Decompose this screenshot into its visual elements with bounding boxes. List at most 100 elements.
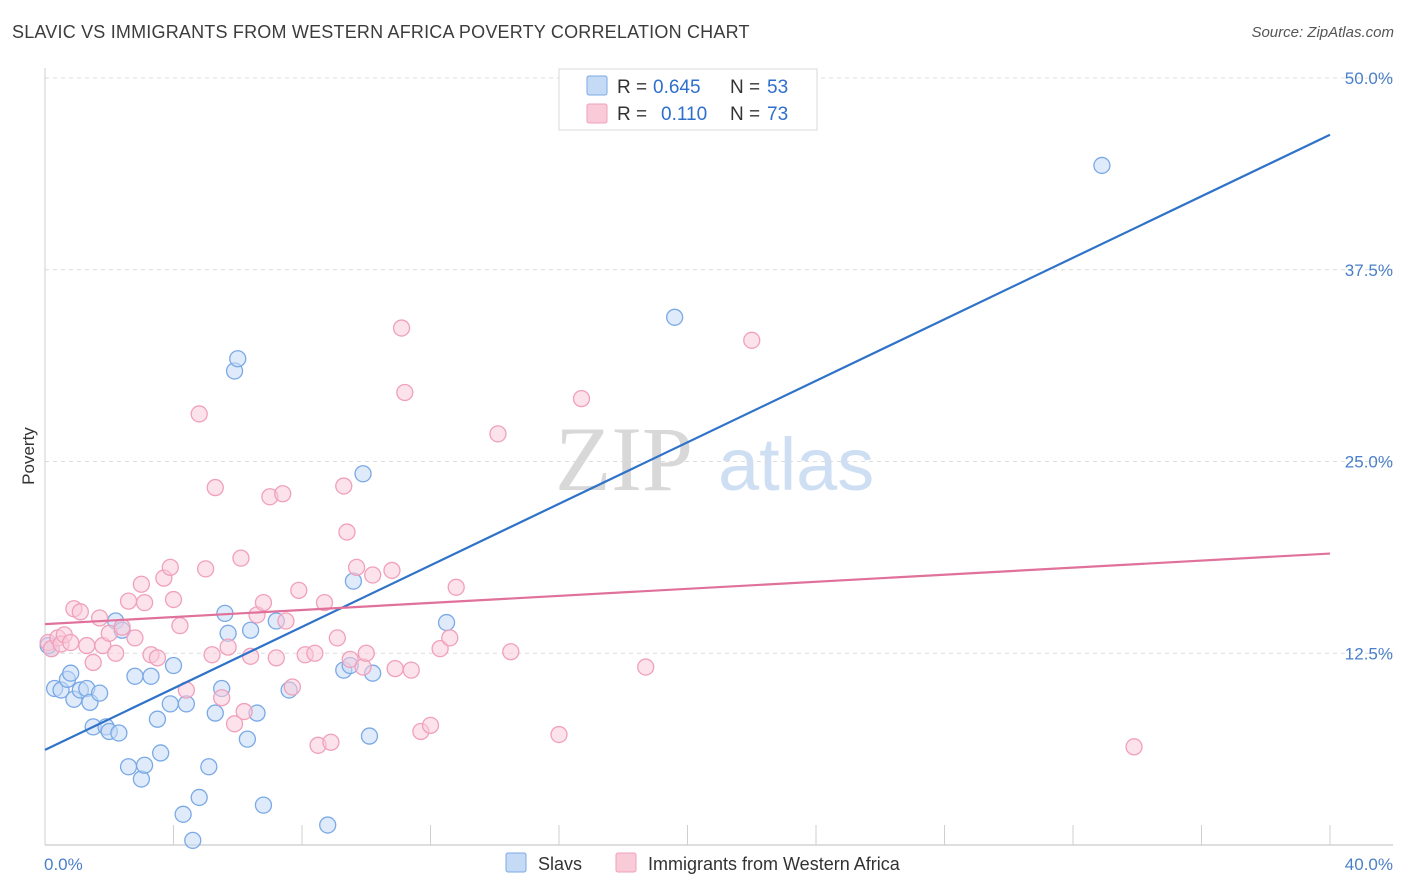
point-immigrants-31	[219, 638, 237, 656]
y-axis-label: Poverty	[19, 427, 38, 485]
point-immigrants-66	[441, 629, 459, 647]
point-immigrants-28	[203, 646, 221, 664]
point-slavs-22	[151, 744, 170, 762]
legend-n-value-immigrants: 73	[767, 104, 788, 125]
legend-swatch-immigrants	[586, 103, 608, 124]
point-immigrants-41	[277, 612, 295, 630]
y-tick-label-3: 50.0%	[1345, 69, 1393, 88]
y-tick-label-0: 12.5%	[1345, 644, 1393, 663]
point-immigrants-48	[322, 733, 340, 751]
point-immigrants-71	[637, 658, 655, 676]
point-immigrants-18	[135, 593, 154, 612]
point-immigrants-49	[328, 629, 346, 647]
grid-lines	[45, 77, 1393, 654]
point-immigrants-5	[62, 633, 80, 652]
point-immigrants-45	[306, 644, 324, 662]
y-tick-label-1: 25.0%	[1345, 453, 1393, 472]
point-immigrants-7	[71, 603, 89, 621]
point-immigrants-58	[386, 659, 404, 678]
point-slavs-51	[1093, 156, 1111, 175]
point-immigrants-9	[84, 653, 102, 672]
point-immigrants-20	[148, 649, 167, 667]
point-immigrants-65	[447, 578, 465, 596]
point-slavs-50	[666, 308, 684, 326]
point-slavs-49	[437, 613, 456, 632]
point-slavs-21	[148, 710, 167, 728]
chart-source: Source: ZipAtlas.com	[1251, 24, 1394, 41]
point-slavs-28	[190, 788, 208, 807]
point-immigrants-51	[338, 523, 356, 541]
bottom-legend: Slavs Immigrants from Western Africa	[505, 852, 901, 874]
legend-r-value-slavs: 0.645	[653, 77, 701, 98]
point-slavs-36	[238, 730, 257, 748]
point-immigrants-57	[383, 561, 401, 580]
point-immigrants-72	[743, 331, 761, 349]
point-immigrants-64	[431, 639, 449, 658]
point-slavs-17	[126, 667, 144, 685]
legend-n-value-slavs: 53	[767, 77, 788, 98]
watermark-zip: ZIP	[555, 408, 693, 510]
point-immigrants-61	[402, 661, 420, 679]
y-tick-label-2: 37.5%	[1345, 261, 1393, 280]
point-immigrants-33	[232, 549, 250, 567]
point-immigrants-17	[132, 575, 151, 593]
trend-lines	[44, 133, 1331, 751]
point-immigrants-39	[267, 649, 285, 667]
point-immigrants-37	[254, 593, 273, 612]
legend-n-label-slavs: N =	[730, 77, 760, 98]
x-tick-label-max: 40.0%	[1345, 855, 1393, 874]
point-immigrants-15	[119, 592, 138, 610]
point-slavs-37	[241, 621, 260, 639]
point-slavs-47	[360, 727, 379, 745]
point-immigrants-52	[341, 650, 359, 669]
bottom-legend-label-slavs: Slavs	[538, 854, 582, 874]
point-immigrants-22	[161, 558, 179, 576]
legend-r-label-slavs: R =	[617, 77, 647, 98]
point-slavs-42	[319, 816, 337, 834]
point-immigrants-10	[90, 609, 109, 627]
legend-swatch-slavs	[586, 75, 608, 96]
point-immigrants-42	[283, 678, 302, 696]
bottom-legend-label-immigrants: Immigrants from Western Africa	[648, 854, 901, 874]
point-slavs-10	[90, 684, 109, 702]
point-immigrants-34	[235, 702, 253, 721]
point-slavs-30	[206, 704, 224, 722]
point-slavs-19	[135, 756, 154, 774]
axes	[44, 68, 1393, 846]
bottom-legend-swatch-slavs	[505, 852, 527, 873]
point-immigrants-47	[315, 593, 334, 612]
legend: R = 0.645 N = 53 R = 0.110 N = 73	[558, 68, 818, 131]
point-slavs-27	[184, 831, 202, 850]
point-immigrants-8	[78, 636, 96, 655]
y-tick-labels: 12.5% 25.0% 37.5% 50.0%	[1345, 69, 1393, 663]
point-immigrants-24	[171, 616, 189, 635]
point-slavs-16	[119, 758, 138, 776]
point-immigrants-30	[213, 689, 231, 707]
legend-n-label-immigrants: N =	[730, 104, 760, 125]
point-immigrants-23	[164, 590, 183, 609]
point-slavs-29	[200, 758, 218, 776]
watermark-atlas: atlas	[718, 423, 874, 506]
point-immigrants-27	[196, 560, 215, 578]
point-slavs-4	[62, 664, 80, 682]
point-immigrants-73	[1125, 738, 1143, 756]
point-immigrants-16	[126, 629, 144, 647]
trend-line-slavs	[44, 133, 1331, 751]
point-immigrants-60	[396, 383, 414, 402]
bottom-legend-swatch-immigrants	[615, 852, 637, 873]
legend-r-label-immigrants: R =	[617, 104, 647, 125]
point-immigrants-50	[335, 477, 353, 495]
point-slavs-39	[254, 796, 273, 814]
point-slavs-35	[229, 350, 247, 368]
point-immigrants-53	[347, 558, 366, 576]
trend-line-immigrants	[44, 552, 1331, 626]
point-immigrants-29	[206, 478, 224, 497]
point-immigrants-32	[225, 715, 244, 733]
chart-title: SLAVIC VS IMMIGRANTS FROM WESTERN AFRICA…	[12, 22, 750, 42]
point-slavs-46	[354, 465, 372, 483]
legend-r-value-immigrants: 0.110	[661, 104, 707, 125]
point-slavs-24	[164, 656, 183, 675]
point-immigrants-14	[113, 618, 131, 636]
point-immigrants-59	[392, 319, 411, 337]
point-immigrants-55	[357, 644, 375, 662]
